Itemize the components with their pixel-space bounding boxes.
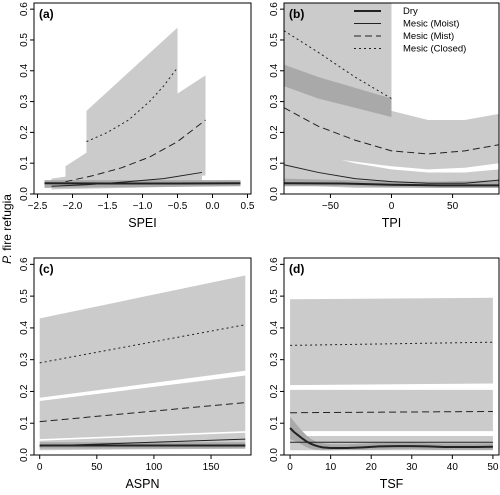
plot-area [39, 275, 246, 451]
plot-area [44, 27, 241, 190]
y-tick-label: 0.4 [269, 321, 280, 335]
x-tick-label: 0 [287, 462, 293, 473]
y-tick-label: 0.2 [269, 125, 280, 139]
y-tick-label: 0.6 [269, 257, 280, 271]
panel-label: (b) [289, 7, 304, 21]
x-tick-label: 50 [447, 201, 459, 212]
y-tick-label: 0.0 [269, 448, 280, 462]
plot-frame [33, 257, 252, 456]
x-tick-label: −50 [322, 201, 339, 212]
y-tick-label: 0.0 [19, 448, 30, 462]
confidence-band [39, 375, 246, 440]
x-axis-label: SPEI [128, 216, 157, 230]
y-tick-label: 0.3 [19, 94, 30, 108]
x-tick-label: 0.0 [206, 201, 220, 212]
y-tick-label: 0.4 [19, 63, 30, 77]
y-tick-label: 0.5 [269, 33, 280, 47]
x-tick-label: 10 [325, 462, 337, 473]
y-tick-label: 0.6 [19, 2, 30, 16]
y-tick-label: 0.6 [269, 2, 280, 16]
legend-item-mesic-mist: Mesic (Mist) [354, 31, 454, 42]
confidence-band [284, 33, 499, 170]
y-tick-label: 0.5 [19, 289, 30, 303]
x-tick-label: 50 [487, 462, 499, 473]
legend-item-mesic-closed: Mesic (Closed) [354, 44, 466, 55]
y-tick-label: 0.1 [19, 416, 30, 430]
legend: Dry Mesic (Moist)Mesic (Mist) Mesic (Close… [354, 6, 466, 55]
series-line-mesic-mist [290, 410, 493, 414]
y-tick-label: 0.0 [269, 187, 280, 201]
y-tick-label: 0.6 [19, 257, 30, 271]
y-tick-label: 0.2 [19, 125, 30, 139]
x-tick-label: 20 [366, 462, 378, 473]
x-tick-label: 0 [37, 462, 43, 473]
plot-area [289, 297, 493, 451]
plot-frame [283, 257, 500, 456]
series-line-mesic-mist [284, 107, 499, 155]
y-tick-label: 0.4 [269, 63, 280, 77]
y-axis-label: P. fire refugia [0, 194, 14, 264]
y-tick-label: 0.3 [269, 94, 280, 108]
y-tick-label: 0.2 [269, 384, 280, 398]
y-tick-label: 0.4 [19, 321, 30, 335]
legend-item-dry: Dry [354, 6, 418, 17]
y-tick-label: 0.2 [19, 384, 30, 398]
x-tick-label: 30 [406, 462, 418, 473]
series-line-dry [289, 427, 493, 450]
confidence-band [284, 141, 499, 188]
panel-a: 0.0 0.1 0.2 0.3 0.4 0.5 0.6 −2.5 −2.0 −1.5 −1.0 −0.… [19, 2, 255, 230]
series-line-mesic-closed [86, 67, 178, 143]
confidence-band [290, 389, 493, 432]
legend-label: Mesic (Mist) [403, 31, 454, 42]
series-line-mesic-mist [39, 402, 246, 423]
panel-label: (c) [39, 262, 54, 276]
x-tick-label: 0.5 [241, 201, 255, 212]
y-tick-label: 0.3 [269, 352, 280, 366]
x-tick-label: 150 [203, 462, 220, 473]
x-axis-label: TSF [380, 477, 404, 491]
y-tick-label: 0.1 [19, 156, 30, 170]
x-tick-label: −1.5 [98, 201, 118, 212]
confidence-band [65, 75, 206, 187]
legend-label: Mesic (Closed) [403, 44, 466, 55]
y-tick-label: 0.1 [269, 416, 280, 430]
legend-label: Dry [403, 6, 418, 17]
series-line-mesic-closed [284, 30, 392, 99]
x-axis-label: TPI [382, 216, 401, 230]
x-tick-label: −0.5 [168, 201, 188, 212]
series-line-mesic-moist [284, 164, 499, 184]
panels: 0.0 0.1 0.2 0.3 0.4 0.5 0.6 −2.5 −2.0 −1.5 −1.0 −0.… [19, 2, 500, 491]
legend-item-mesic-moist: Mesic (Moist) [354, 19, 459, 30]
series-line-mesic-moist [51, 171, 203, 187]
y-tick-label: 0.0 [19, 187, 30, 201]
legend-label: Mesic (Moist) [403, 19, 459, 30]
series-line-mesic-closed [290, 341, 493, 346]
confidence-band [39, 275, 246, 398]
x-tick-label: −2.5 [28, 201, 48, 212]
x-tick-label: 0 [389, 201, 395, 212]
y-tick-label: 0.5 [19, 33, 30, 47]
plot-area [284, 3, 499, 188]
x-tick-label: −1.0 [133, 201, 153, 212]
x-tick-label: −2.0 [63, 201, 83, 212]
x-tick-label: 40 [447, 462, 459, 473]
panel-b: 0.0 0.1 0.2 0.3 0.4 0.5 0.6 −50 0 50 TPI (b) [269, 2, 500, 230]
y-tick-label: 0.5 [269, 289, 280, 303]
panel-label: (d) [289, 262, 304, 276]
x-tick-label: 100 [146, 462, 163, 473]
panel-d: 0.0 0.1 0.2 0.3 0.4 0.5 0.6 0 10 20 30 40 50 TSF (d) [269, 257, 500, 491]
confidence-band [284, 64, 392, 117]
panel-label: (a) [39, 7, 54, 21]
x-tick-label: 50 [91, 462, 103, 473]
series-line-dry [284, 182, 499, 187]
series-line-mesic-mist [65, 119, 206, 183]
y-tick-label: 0.3 [19, 352, 30, 366]
x-axis-label: ASPN [125, 477, 159, 491]
panel-c: 0.0 0.1 0.2 0.3 0.4 0.5 0.6 0 50 100 150 ASPN (c) [19, 257, 252, 491]
y-tick-label: 0.1 [269, 156, 280, 170]
confidence-band [290, 297, 493, 386]
